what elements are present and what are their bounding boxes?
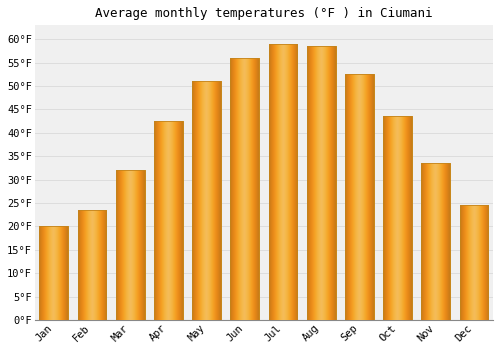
Bar — [460, 205, 488, 320]
Bar — [40, 226, 68, 320]
Bar — [78, 210, 106, 320]
Bar — [460, 205, 488, 320]
Bar — [116, 170, 144, 320]
Bar — [154, 121, 182, 320]
Bar — [268, 44, 298, 320]
Bar — [422, 163, 450, 320]
Bar — [383, 117, 412, 320]
Bar — [345, 75, 374, 320]
Bar — [268, 44, 298, 320]
Bar — [230, 58, 259, 320]
Bar — [345, 75, 374, 320]
Bar — [116, 170, 144, 320]
Bar — [307, 46, 336, 320]
Bar — [422, 163, 450, 320]
Bar — [192, 82, 221, 320]
Bar — [40, 226, 68, 320]
Bar — [78, 210, 106, 320]
Bar — [230, 58, 259, 320]
Bar — [192, 82, 221, 320]
Bar — [307, 46, 336, 320]
Bar — [154, 121, 182, 320]
Bar — [383, 117, 412, 320]
Title: Average monthly temperatures (°F ) in Ciumani: Average monthly temperatures (°F ) in Ci… — [95, 7, 432, 20]
